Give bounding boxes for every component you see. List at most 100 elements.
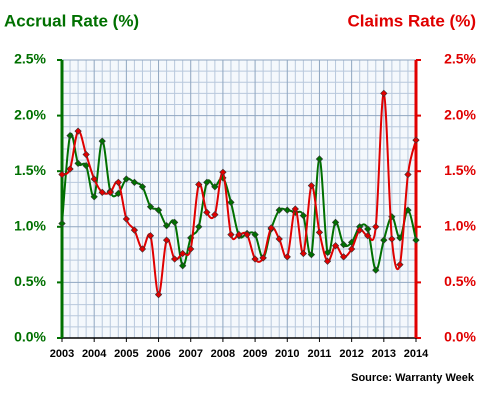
- y-tick-label: 0.0%: [14, 329, 46, 345]
- x-tick-label: 2006: [146, 348, 170, 360]
- point-marker: [162, 222, 171, 230]
- point-marker: [404, 170, 412, 179]
- point-marker: [364, 232, 372, 240]
- point-marker: [323, 257, 332, 265]
- point-marker: [291, 205, 299, 213]
- left-title: Accrual Rate (%): [4, 11, 139, 30]
- point-marker: [211, 210, 219, 219]
- point-marker: [114, 178, 122, 186]
- point-marker: [356, 226, 364, 234]
- point-marker: [275, 235, 283, 243]
- point-marker: [154, 206, 163, 214]
- y-tick-label: 1.0%: [14, 218, 46, 234]
- y2-tick-label: 0.5%: [444, 273, 476, 289]
- point-marker: [323, 248, 332, 257]
- x-tick-label: 2012: [339, 348, 363, 360]
- point-marker: [146, 203, 155, 211]
- point-marker: [203, 178, 211, 186]
- point-marker: [162, 236, 171, 244]
- point-marker: [171, 218, 179, 226]
- y-tick-label: 2.0%: [14, 106, 46, 122]
- x-tick-label: 2009: [243, 348, 267, 360]
- y2-tick-label: 0.0%: [444, 329, 476, 345]
- point-marker: [74, 127, 82, 135]
- point-marker: [412, 136, 420, 144]
- point-marker: [227, 230, 235, 239]
- point-marker: [98, 188, 106, 196]
- y-tick-label: 2.5%: [14, 51, 46, 67]
- point-marker: [243, 230, 251, 239]
- x-tick-label: 2010: [275, 348, 299, 360]
- point-marker: [331, 218, 340, 226]
- point-marker: [146, 232, 155, 240]
- point-marker: [339, 253, 348, 261]
- point-marker: [66, 131, 74, 140]
- point-marker: [90, 175, 98, 183]
- point-marker: [275, 206, 283, 214]
- point-marker: [138, 245, 147, 253]
- point-marker: [348, 245, 356, 253]
- point-marker: [299, 212, 307, 220]
- point-marker: [299, 249, 307, 258]
- point-marker: [380, 89, 388, 97]
- point-marker: [283, 206, 291, 214]
- point-marker: [90, 193, 98, 201]
- point-marker: [339, 240, 348, 249]
- x-tick-label: 2007: [178, 348, 202, 360]
- point-marker: [331, 242, 340, 250]
- point-marker: [66, 165, 74, 173]
- point-marker: [122, 175, 130, 183]
- point-marker: [130, 226, 139, 234]
- point-marker: [122, 215, 130, 223]
- y2-tick-label: 2.5%: [444, 51, 476, 67]
- point-marker: [412, 236, 420, 244]
- point-marker: [307, 182, 316, 190]
- point-marker: [315, 155, 324, 163]
- x-tick-label: 2003: [50, 348, 74, 360]
- y2-tick-label: 1.0%: [444, 218, 476, 234]
- point-marker: [74, 159, 82, 168]
- point-marker: [138, 183, 147, 191]
- point-marker: [195, 223, 203, 231]
- point-marker: [171, 255, 179, 263]
- point-marker: [227, 198, 235, 206]
- point-marker: [179, 249, 187, 258]
- point-marker: [251, 255, 259, 263]
- point-marker: [259, 254, 267, 262]
- point-marker: [195, 180, 203, 189]
- point-marker: [283, 253, 291, 261]
- point-marker: [179, 262, 187, 270]
- point-marker: [235, 230, 243, 239]
- point-marker: [211, 183, 219, 191]
- y-tick-label: 0.5%: [14, 273, 46, 289]
- point-marker: [380, 236, 388, 244]
- right-title: Claims Rate (%): [348, 11, 476, 30]
- point-marker: [203, 208, 211, 216]
- source: Source: Warranty Week: [351, 372, 475, 384]
- y2-tick-label: 2.0%: [444, 106, 476, 122]
- x-tick-label: 2014: [404, 348, 429, 360]
- x-tick-label: 2005: [114, 348, 138, 360]
- point-marker: [106, 188, 114, 196]
- y-tick-label: 1.5%: [14, 162, 46, 178]
- point-marker: [130, 178, 139, 186]
- x-tick-label: 2011: [308, 348, 332, 360]
- series-line: [61, 92, 417, 296]
- point-marker: [251, 230, 259, 239]
- point-marker: [372, 266, 380, 274]
- point-marker: [396, 260, 404, 269]
- point-marker: [267, 224, 275, 232]
- point-marker: [372, 223, 380, 231]
- point-marker: [58, 219, 66, 228]
- point-marker: [219, 168, 227, 176]
- point-marker: [82, 150, 90, 159]
- point-marker: [315, 228, 324, 236]
- x-tick-label: 2008: [211, 348, 235, 360]
- x-tick-label: 2013: [372, 348, 396, 360]
- point-marker: [187, 245, 195, 253]
- x-tick-label: 2004: [82, 348, 107, 360]
- y2-tick-label: 1.5%: [444, 162, 476, 178]
- point-marker: [58, 170, 66, 179]
- point-marker: [98, 137, 106, 145]
